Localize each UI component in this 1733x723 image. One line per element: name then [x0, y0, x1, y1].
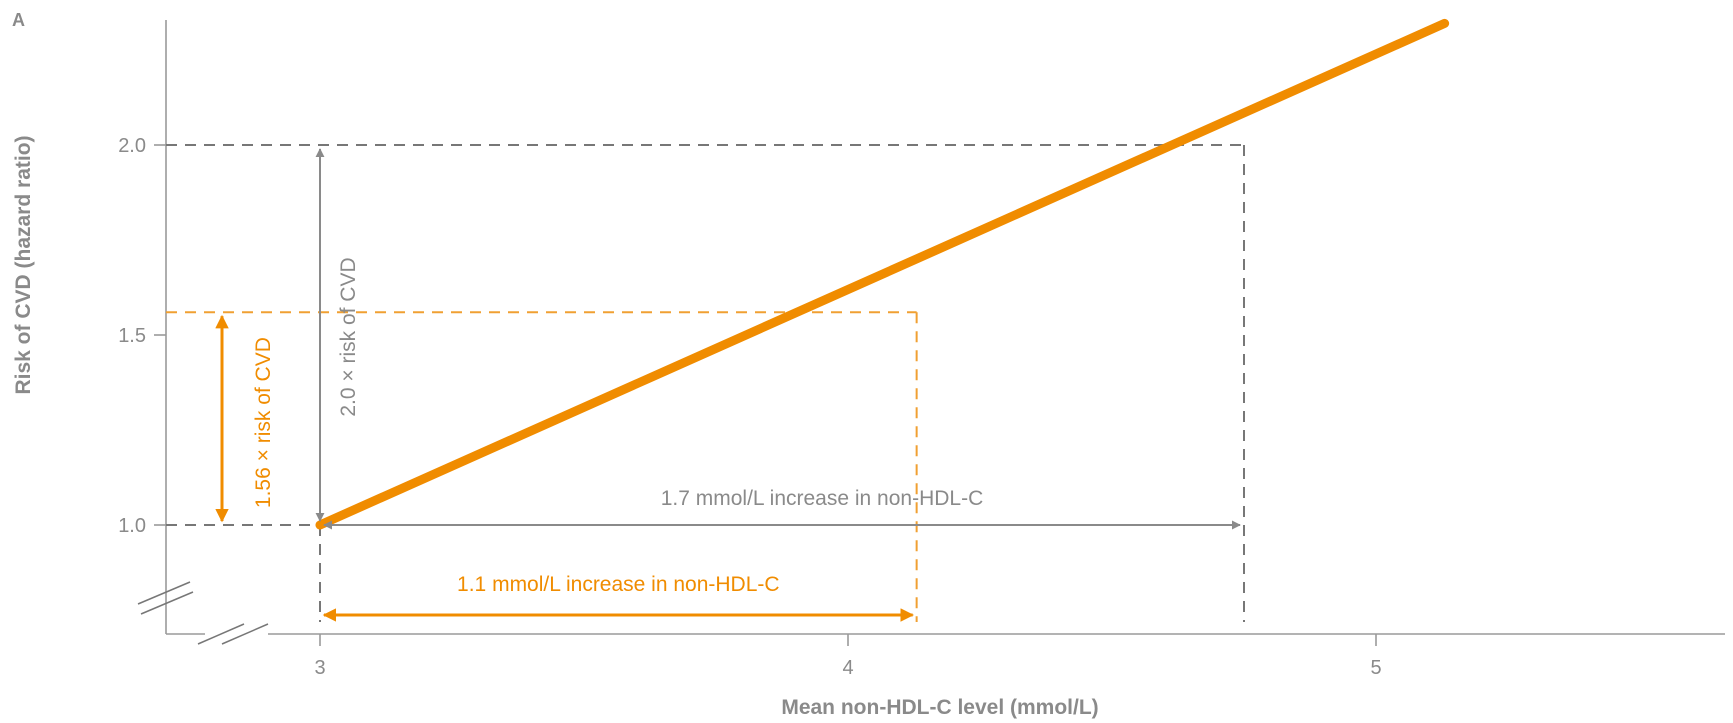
annotation-1-7-increase: 1.7 mmol/L increase in non-HDL-C — [661, 487, 984, 510]
series-layer — [315, 18, 1450, 530]
guide-lines — [166, 144, 1245, 622]
annotation-1-56x-risk: 1.56 × risk of CVD — [252, 337, 275, 508]
y-tick-label: 2.0 — [118, 135, 146, 157]
x-tick-label: 4 — [842, 657, 853, 679]
y-axis-break-mark — [137, 581, 191, 605]
axes: 1.01.52.02.5345 — [118, 20, 1725, 679]
x-tick-label: 3 — [314, 657, 325, 679]
annotations: 2.0 × risk of CVD 1.56 × risk of CVD 1.7 m… — [215, 148, 1241, 622]
x-tick-label: 5 — [1370, 657, 1381, 679]
x-axis-break-mark — [197, 623, 245, 645]
annotation-1-1-increase: 1.1 mmol/L increase in non-HDL-C — [457, 573, 780, 596]
x-axis-title: Mean non-HDL-C level (mmol/L) — [781, 696, 1098, 719]
y-axis-break-mark — [140, 591, 194, 615]
y-tick-label: 1.0 — [118, 515, 146, 537]
y-tick-label: 1.5 — [118, 325, 146, 347]
y-axis-title: Risk of CVD (hazard ratio) — [12, 135, 35, 394]
hazard-ratio-line — [315, 18, 1450, 530]
panel-label: A — [12, 10, 25, 30]
x-axis-break-mark — [221, 623, 269, 645]
annotation-2x-risk: 2.0 × risk of CVD — [337, 257, 360, 416]
